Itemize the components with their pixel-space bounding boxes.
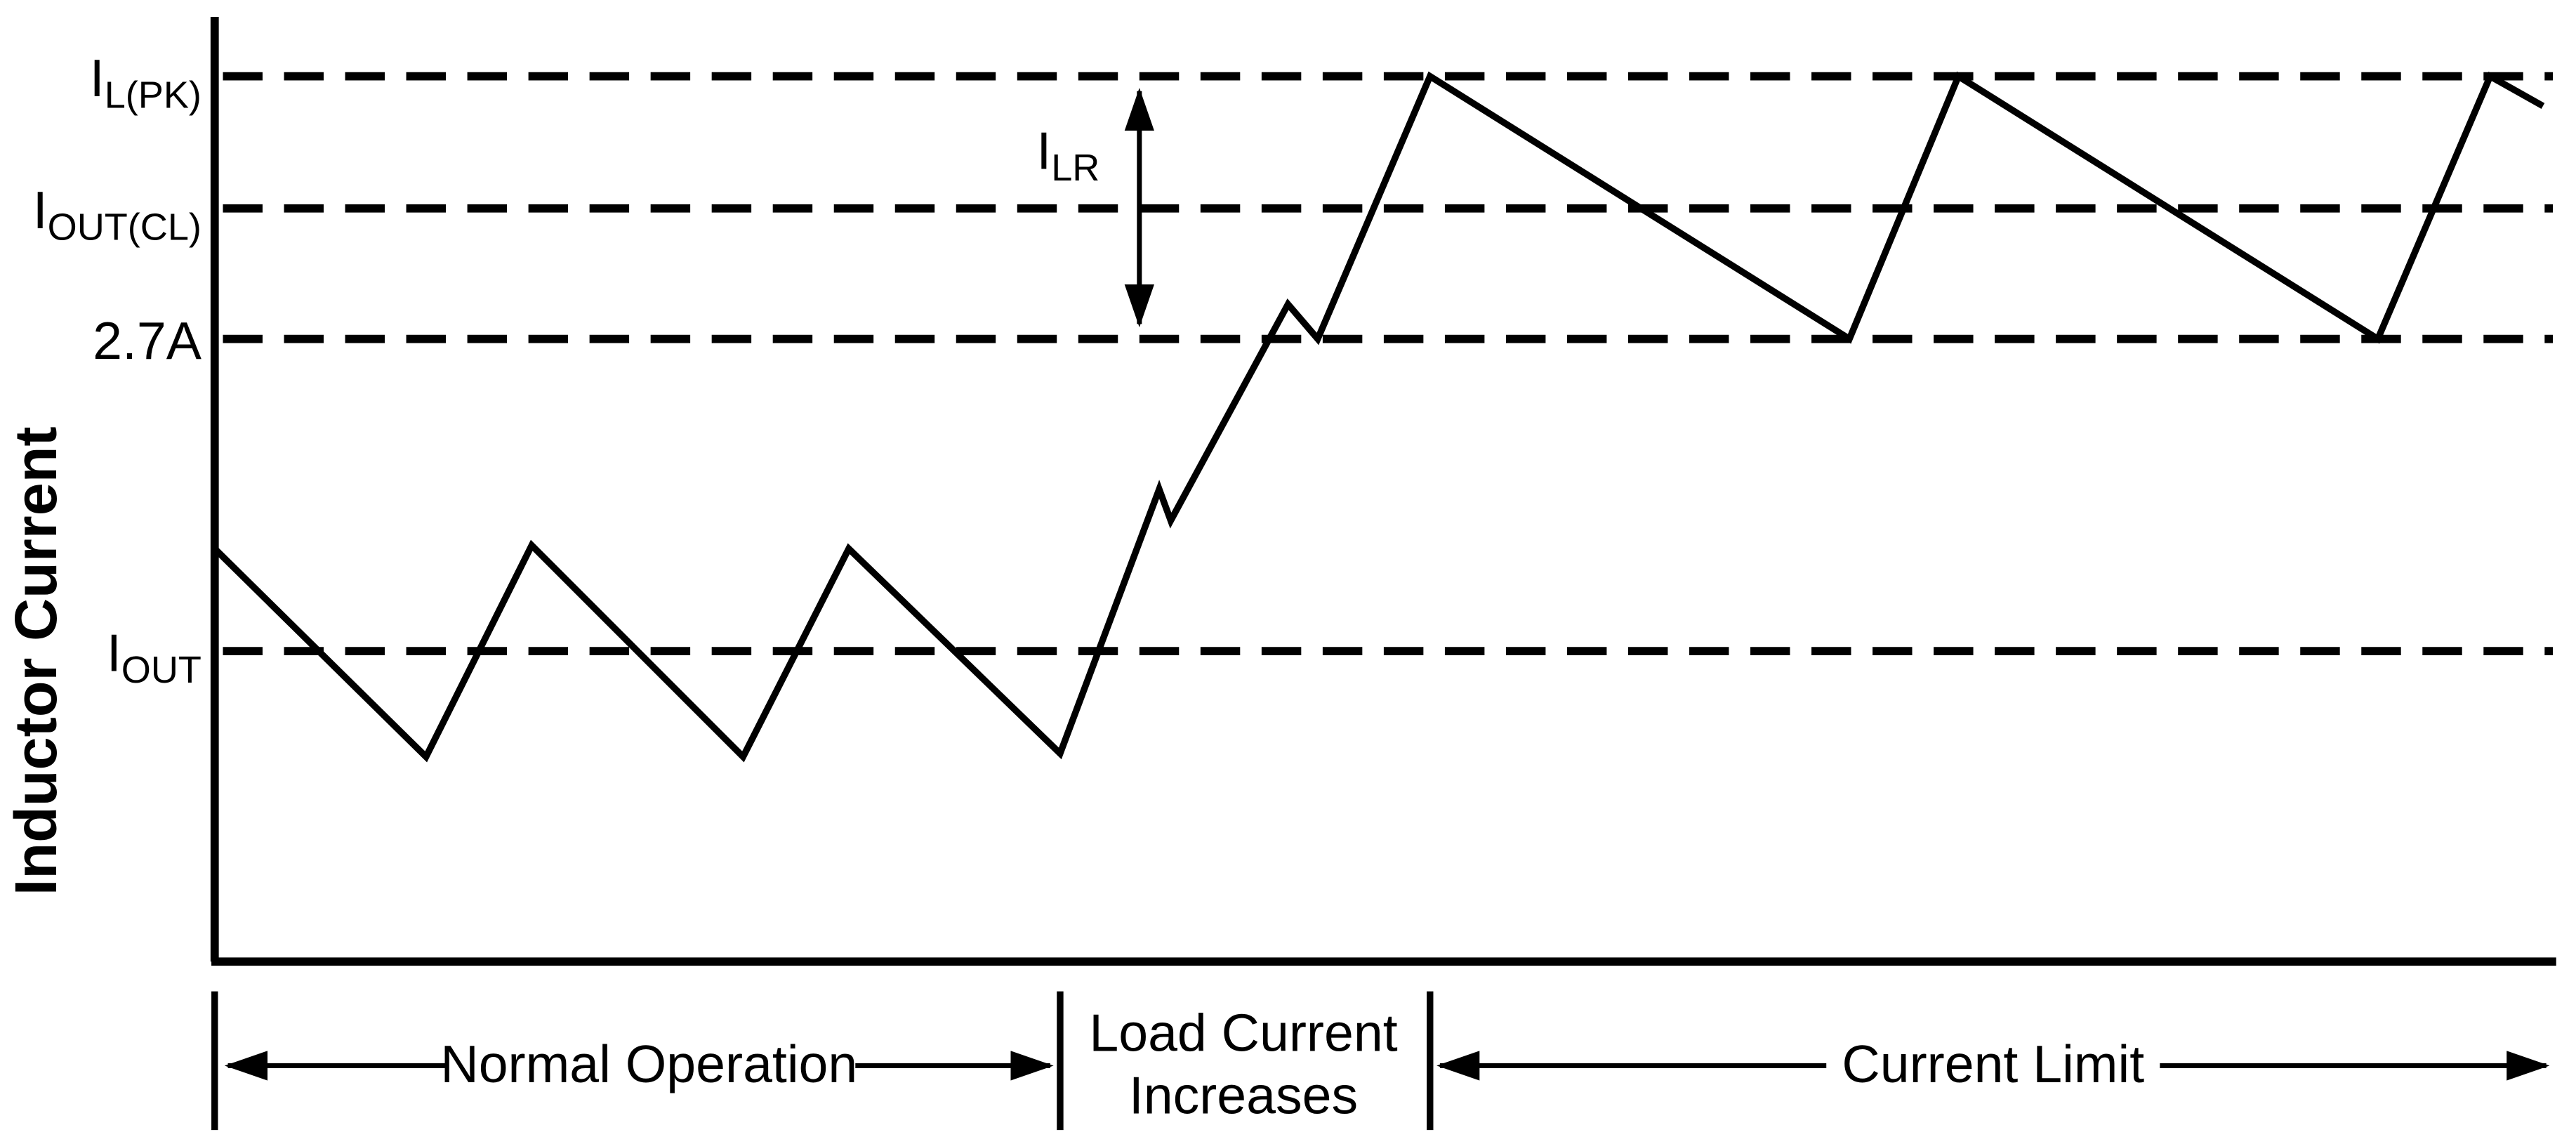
waveform	[212, 71, 2545, 763]
y-axis-label: Inductor Current	[2, 426, 69, 895]
ref-label-iout: IOUT	[107, 623, 202, 690]
ref-label-iout-cl: IOUT(CL)	[33, 180, 202, 248]
region-label-normal-operation: Normal Operation	[440, 1034, 857, 1093]
region-label-increases: Increases	[1129, 1066, 1358, 1125]
ref-label-il-pk: IL(PK)	[90, 48, 202, 116]
reference-lines	[223, 72, 2554, 655]
region-label-current-limit: Current Limit	[1842, 1034, 2144, 1093]
ilr-label: ILR	[1036, 121, 1099, 188]
ref-label-2-7a: 2.7A	[93, 311, 202, 370]
region-label-load-current: Load Current	[1089, 1003, 1397, 1062]
